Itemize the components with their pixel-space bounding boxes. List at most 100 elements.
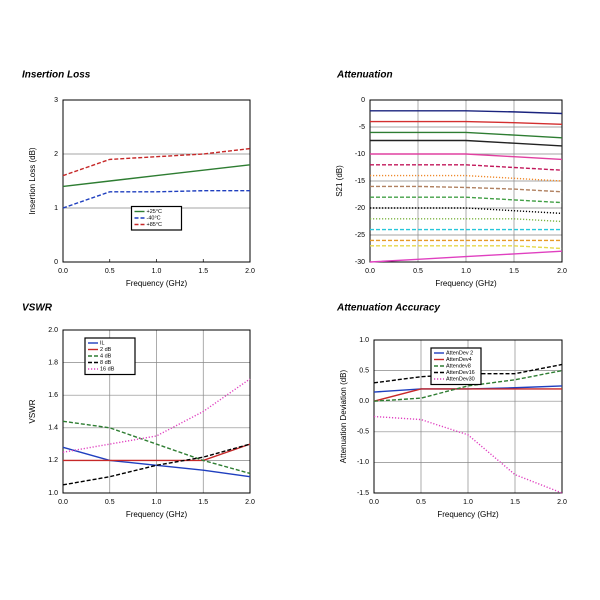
legend: +25°C-40°C+85°C	[130, 205, 183, 231]
y-tick-label: -0.5	[357, 429, 369, 436]
x-tick-label: 0.0	[58, 499, 68, 506]
x-tick-label: 0.5	[105, 499, 115, 506]
legend-box	[430, 347, 482, 386]
x-tick-label: 0.5	[105, 268, 115, 275]
y-tick-label: 1.0	[359, 337, 369, 344]
series-line	[370, 218, 563, 223]
y-tick-label: 0	[361, 97, 365, 104]
x-axis-label: Frequency (GHz)	[126, 510, 188, 519]
legend-label: 4 dB	[100, 353, 112, 359]
x-tick-label: 0.0	[369, 499, 379, 506]
series-line	[370, 245, 563, 250]
x-tick-label: 2.0	[245, 499, 255, 506]
y-axis-label: VSWR	[28, 399, 37, 423]
x-tick-label: 0.5	[413, 268, 423, 275]
x-tick-label: 2.0	[557, 499, 567, 506]
x-tick-label: 1.0	[152, 499, 162, 506]
series-line	[62, 420, 251, 475]
legend: AttenDev 2AttenDev4Attendev8AttenDev16At…	[430, 347, 482, 386]
legend-box	[84, 337, 136, 376]
x-axis-label: Frequency (GHz)	[126, 279, 188, 288]
chart-title: Attenuation	[336, 70, 393, 81]
x-tick-label: 1.0	[463, 499, 473, 506]
legend-label: 8 dB	[100, 360, 112, 366]
y-tick-label: 0.0	[359, 398, 369, 405]
x-tick-label: 2.0	[557, 268, 567, 275]
x-tick-label: 0.5	[416, 499, 426, 506]
series-line	[62, 147, 251, 177]
legend-label: 16 dB	[100, 366, 115, 372]
y-tick-label: 1.4	[48, 425, 58, 432]
series-line	[370, 185, 563, 193]
legend-label: +85°C	[147, 222, 163, 228]
y-tick-label: 1.0	[48, 490, 58, 497]
y-tick-label: -30	[355, 259, 365, 266]
x-tick-label: 1.5	[198, 268, 208, 275]
y-axis-label: Attenuation Deviation (dB)	[339, 369, 348, 463]
x-tick-label: 1.5	[510, 499, 520, 506]
series-line	[370, 131, 563, 139]
series-line	[370, 164, 563, 171]
series-line	[370, 196, 563, 204]
y-tick-label: 1.6	[48, 392, 58, 399]
x-axis-label: Frequency (GHz)	[437, 510, 499, 519]
chart-title: Insertion Loss	[22, 70, 91, 81]
x-tick-label: 1.5	[509, 268, 519, 275]
chart-title: VSWR	[22, 303, 53, 314]
x-tick-label: 0.0	[58, 268, 68, 275]
y-tick-label: 0	[54, 259, 58, 266]
x-tick-label: 1.0	[152, 268, 162, 275]
series-line	[370, 110, 563, 115]
legend-label: +25°C	[147, 209, 163, 215]
y-tick-label: 1.2	[48, 457, 58, 464]
x-tick-label: 1.5	[198, 499, 208, 506]
legend-label: Attendev8	[446, 363, 471, 369]
y-tick-label: -10	[355, 151, 365, 158]
y-tick-label: 1.8	[48, 359, 58, 366]
chart-title: Attenuation Accuracy	[336, 303, 440, 314]
y-tick-label: -5	[359, 124, 365, 131]
series-line	[62, 443, 251, 486]
x-axis-label: Frequency (GHz)	[435, 279, 497, 288]
x-tick-label: 1.0	[461, 268, 471, 275]
y-tick-label: 1	[54, 205, 58, 212]
legend-label: IL	[100, 340, 105, 346]
series-line	[373, 388, 562, 402]
y-tick-label: 2.0	[48, 327, 58, 334]
series-line	[370, 139, 563, 147]
y-tick-label: -15	[355, 178, 365, 185]
series-line	[373, 363, 563, 384]
legend-label: -40°C	[147, 215, 161, 221]
legend-label: AttenDev4	[446, 357, 472, 363]
legend-label: AttenDev16	[446, 370, 475, 376]
series-line	[370, 174, 563, 182]
series-line	[369, 250, 563, 263]
series-line	[373, 369, 563, 402]
legend-label: AttenDev30	[446, 376, 475, 382]
series-line	[370, 153, 563, 161]
series-line	[62, 190, 250, 209]
y-tick-label: 3	[54, 97, 58, 104]
x-tick-label: 0.0	[365, 268, 375, 275]
y-tick-label: -25	[355, 232, 365, 239]
y-axis-label: S21 (dB)	[335, 165, 344, 197]
series-line	[62, 164, 251, 188]
y-tick-label: 0.5	[359, 367, 369, 374]
series-line	[62, 446, 251, 478]
series-line	[373, 415, 563, 494]
x-tick-label: 2.0	[245, 268, 255, 275]
y-axis-label: Insertion Loss (dB)	[28, 147, 37, 214]
plot-frame	[62, 99, 251, 263]
y-tick-label: -1.5	[357, 490, 369, 497]
plot-frame	[62, 329, 251, 494]
y-tick-label: -20	[355, 205, 365, 212]
series-line	[370, 207, 563, 215]
y-tick-label: -1.0	[357, 459, 369, 466]
legend-label: AttenDev 2	[446, 350, 473, 356]
y-tick-label: 2	[54, 151, 58, 158]
legend-label: 2 dB	[100, 347, 112, 353]
series-line	[370, 120, 563, 125]
series-line	[63, 443, 251, 462]
